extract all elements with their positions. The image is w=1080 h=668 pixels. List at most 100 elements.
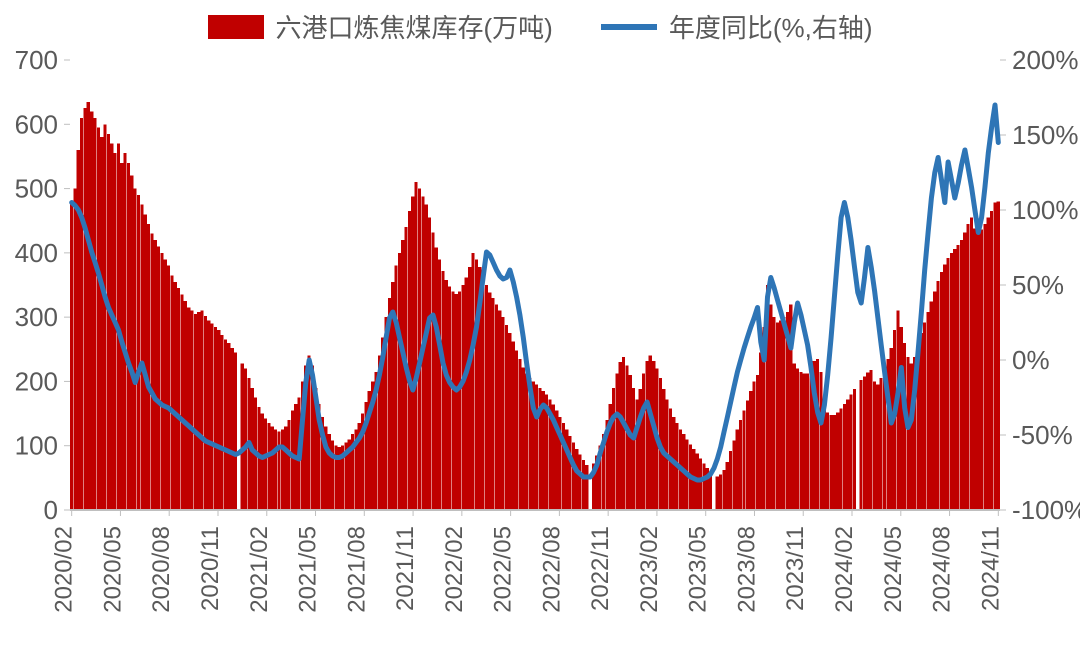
bar xyxy=(134,189,137,510)
bars-group xyxy=(70,102,1000,510)
bar xyxy=(103,124,106,510)
x-axis-label: 2023/08 xyxy=(733,526,760,613)
bar xyxy=(244,369,247,510)
bar xyxy=(441,271,444,510)
bar xyxy=(619,362,622,510)
bar xyxy=(415,182,418,510)
bar xyxy=(468,267,471,510)
bar xyxy=(729,451,732,510)
bar xyxy=(167,266,170,510)
bar xyxy=(234,353,237,511)
y-left-label: 0 xyxy=(44,495,58,525)
bar xyxy=(488,293,491,510)
bar xyxy=(124,153,127,510)
bar xyxy=(615,374,618,510)
bar xyxy=(906,357,909,510)
bar xyxy=(291,410,294,510)
bar xyxy=(776,322,779,510)
x-axis-label: 2021/08 xyxy=(343,526,370,613)
x-axis-label: 2024/02 xyxy=(831,526,858,613)
bar xyxy=(495,304,498,510)
bar xyxy=(93,118,96,510)
bar xyxy=(274,430,277,510)
y-left-label: 100 xyxy=(15,431,58,461)
bar xyxy=(575,449,578,510)
bar xyxy=(796,369,799,510)
x-axis-label: 2021/02 xyxy=(246,526,273,613)
bar xyxy=(970,218,973,511)
bar xyxy=(174,282,177,510)
bar xyxy=(923,322,926,510)
x-axis-label: 2020/05 xyxy=(99,526,126,613)
y-right-label: -100% xyxy=(1012,495,1080,525)
x-axis-label: 2023/02 xyxy=(636,526,663,613)
x-axis-label: 2022/11 xyxy=(587,526,614,611)
bar xyxy=(635,399,638,510)
bar xyxy=(950,253,953,510)
bar xyxy=(90,111,93,510)
bar xyxy=(471,253,474,510)
bar xyxy=(184,301,187,510)
bar xyxy=(264,419,267,510)
bar xyxy=(990,211,993,510)
bar xyxy=(752,381,755,510)
bar xyxy=(73,189,76,510)
legend-swatch-line xyxy=(601,24,657,30)
bar xyxy=(197,312,200,510)
bar xyxy=(535,385,538,510)
bar xyxy=(77,150,80,510)
legend-label-bar: 六港口炼焦煤库存(万吨) xyxy=(276,8,553,45)
bar xyxy=(508,333,511,510)
y-right-label: -50% xyxy=(1012,420,1073,450)
bar xyxy=(150,234,153,510)
bar xyxy=(435,248,438,510)
bar xyxy=(953,249,956,510)
bar xyxy=(411,196,414,510)
bar xyxy=(267,423,270,510)
bar xyxy=(803,374,806,510)
y-right-label: 50% xyxy=(1012,270,1064,300)
bar xyxy=(568,436,571,510)
bar xyxy=(957,245,960,510)
bar xyxy=(80,118,83,510)
bar xyxy=(960,240,963,510)
bar xyxy=(107,134,110,510)
bar xyxy=(963,232,966,510)
bar xyxy=(281,430,284,510)
bar xyxy=(455,294,458,510)
bar xyxy=(756,375,759,510)
legend-item-bar: 六港口炼焦煤库存(万吨) xyxy=(208,8,553,45)
bar xyxy=(876,385,879,510)
bar xyxy=(287,420,290,510)
bar xyxy=(518,359,521,510)
bar xyxy=(980,230,983,510)
legend: 六港口炼焦煤库存(万吨) 年度同比(%,右轴) xyxy=(0,8,1080,45)
bar xyxy=(649,356,652,510)
bar xyxy=(261,414,264,510)
bar xyxy=(973,228,976,510)
y-left-label: 500 xyxy=(15,174,58,204)
x-axis-label: 2024/08 xyxy=(929,526,956,613)
bar xyxy=(451,291,454,510)
bar xyxy=(742,410,745,510)
bar xyxy=(926,312,929,510)
x-axis-label: 2022/08 xyxy=(538,526,565,613)
bar xyxy=(100,137,103,510)
y-left-label: 400 xyxy=(15,238,58,268)
bar xyxy=(492,298,495,510)
bar xyxy=(870,370,873,510)
bar xyxy=(933,291,936,510)
bar xyxy=(97,128,100,511)
bar xyxy=(632,388,635,510)
bar xyxy=(130,176,133,510)
bar xyxy=(428,218,431,511)
bar xyxy=(211,324,214,510)
bar xyxy=(190,311,193,510)
x-axis-label: 2024/05 xyxy=(880,526,907,613)
bar xyxy=(401,240,404,510)
bar xyxy=(739,420,742,510)
bar xyxy=(394,266,397,510)
bar xyxy=(227,343,230,510)
bar xyxy=(70,201,73,510)
bar xyxy=(843,404,846,510)
